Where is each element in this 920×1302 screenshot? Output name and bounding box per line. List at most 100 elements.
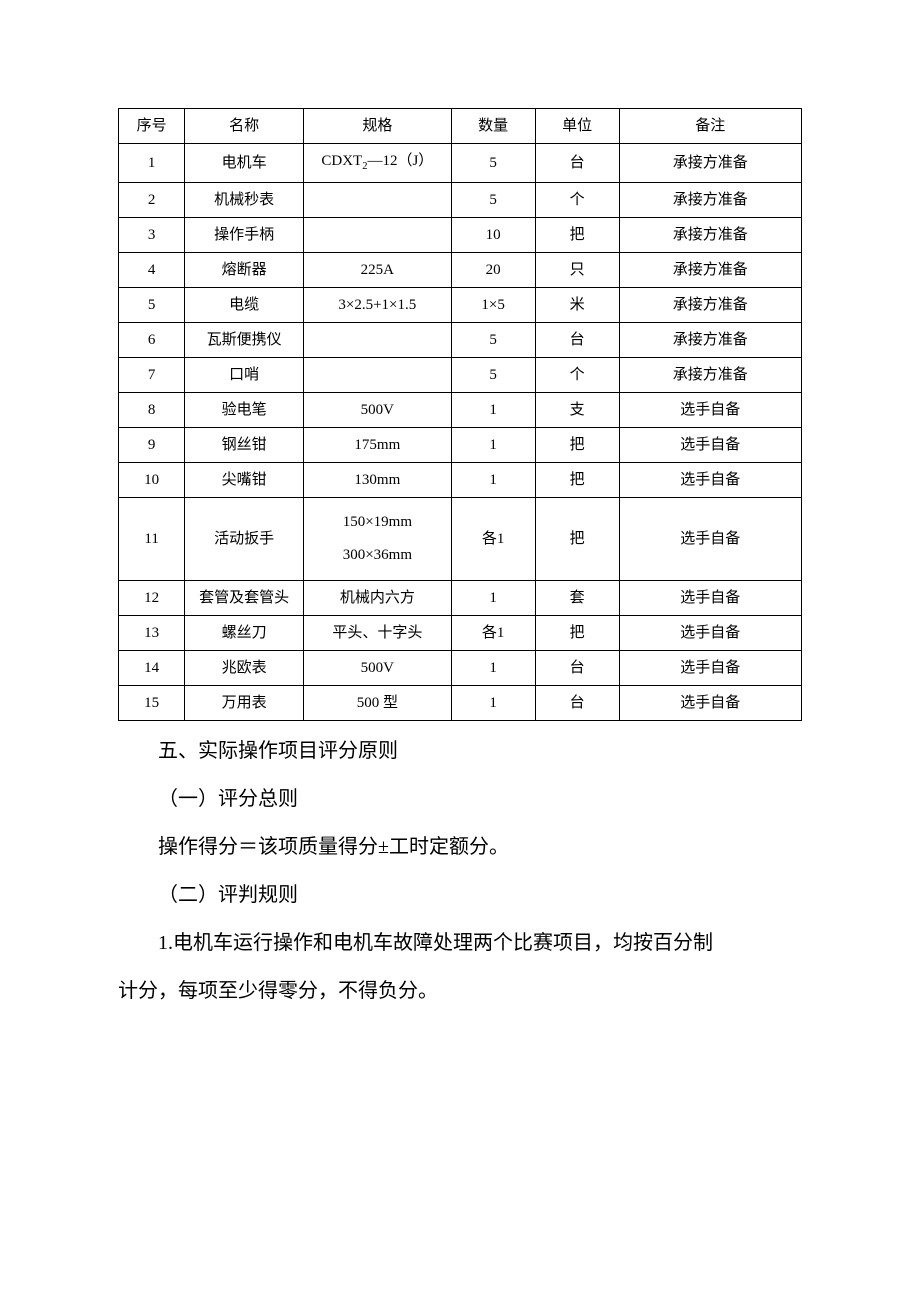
- table-row: 5电缆3×2.5+1×1.51×5米承接方准备: [119, 287, 802, 322]
- table-cell: 米: [535, 287, 619, 322]
- col-header-qty: 数量: [451, 109, 535, 144]
- table-cell: 承接方准备: [619, 217, 801, 252]
- table-cell: [304, 357, 452, 392]
- table-cell: 活动扳手: [185, 497, 304, 580]
- rule-1-line-1: 1.电机车运行操作和电机车故障处理两个比赛项目，均按百分制: [118, 919, 802, 967]
- table-cell: 选手自备: [619, 392, 801, 427]
- table-cell: 钢丝钳: [185, 427, 304, 462]
- table-row: 6瓦斯便携仪 5台承接方准备: [119, 322, 802, 357]
- table-cell: 万用表: [185, 685, 304, 720]
- table-cell: 选手自备: [619, 497, 801, 580]
- table-row: 8验电笔500V1支选手自备: [119, 392, 802, 427]
- table-cell: 5: [119, 287, 185, 322]
- table-header-row: 序号 名称 规格 数量 单位 备注: [119, 109, 802, 144]
- table-cell: 500V: [304, 650, 452, 685]
- table-cell: 12: [119, 580, 185, 615]
- table-cell: 支: [535, 392, 619, 427]
- table-cell: 1: [451, 580, 535, 615]
- table-cell: 把: [535, 462, 619, 497]
- table-cell: 机械内六方: [304, 580, 452, 615]
- table-cell: [304, 217, 452, 252]
- table-cell: 5: [451, 144, 535, 183]
- table-cell: 选手自备: [619, 427, 801, 462]
- table-cell: 口哨: [185, 357, 304, 392]
- table-cell: 选手自备: [619, 580, 801, 615]
- table-cell: 7: [119, 357, 185, 392]
- table-cell: 尖嘴钳: [185, 462, 304, 497]
- subheading-2: （二）评判规则: [118, 871, 802, 919]
- table-row: 1电机车CDXT2—12（J）5台承接方准备: [119, 144, 802, 183]
- table-cell: 15: [119, 685, 185, 720]
- table-cell: 把: [535, 497, 619, 580]
- table-cell: 1: [119, 144, 185, 183]
- table-cell: 5: [451, 322, 535, 357]
- table-cell: 500 型: [304, 685, 452, 720]
- table-cell: 电缆: [185, 287, 304, 322]
- table-cell: 个: [535, 357, 619, 392]
- table-cell: 225A: [304, 252, 452, 287]
- table-cell: 1×5: [451, 287, 535, 322]
- table-cell: [304, 182, 452, 217]
- table-cell: 套: [535, 580, 619, 615]
- table-row: 15万用表500 型1台选手自备: [119, 685, 802, 720]
- table-cell: 选手自备: [619, 615, 801, 650]
- table-row: 11活动扳手150×19mm 300×36mm各1把选手自备: [119, 497, 802, 580]
- table-cell: 175mm: [304, 427, 452, 462]
- table-row: 13螺丝刀平头、十字头各1把选手自备: [119, 615, 802, 650]
- col-header-name: 名称: [185, 109, 304, 144]
- table-cell: 130mm: [304, 462, 452, 497]
- prose-section: 五、实际操作项目评分原则 （一）评分总则 操作得分＝该项质量得分±工时定额分。 …: [118, 727, 802, 1015]
- table-cell: 承接方准备: [619, 287, 801, 322]
- table-cell: 3: [119, 217, 185, 252]
- table-cell: 台: [535, 650, 619, 685]
- table-cell: 把: [535, 217, 619, 252]
- col-header-unit: 单位: [535, 109, 619, 144]
- table-cell: 承接方准备: [619, 357, 801, 392]
- table-cell: 兆欧表: [185, 650, 304, 685]
- table-cell: 6: [119, 322, 185, 357]
- table-cell: 4: [119, 252, 185, 287]
- table-cell: 1: [451, 685, 535, 720]
- table-cell: 把: [535, 615, 619, 650]
- table-cell: 选手自备: [619, 685, 801, 720]
- col-header-note: 备注: [619, 109, 801, 144]
- table-row: 7口哨 5个承接方准备: [119, 357, 802, 392]
- table-cell: 套管及套管头: [185, 580, 304, 615]
- table-cell: 把: [535, 427, 619, 462]
- heading-5: 五、实际操作项目评分原则: [118, 727, 802, 775]
- table-cell: 500V: [304, 392, 452, 427]
- table-cell: 只: [535, 252, 619, 287]
- table-row: 9钢丝钳175mm1把选手自备: [119, 427, 802, 462]
- table-cell: 机械秒表: [185, 182, 304, 217]
- col-header-spec: 规格: [304, 109, 452, 144]
- table-cell: 20: [451, 252, 535, 287]
- table-row: 14兆欧表500V1台选手自备: [119, 650, 802, 685]
- table-row: 2机械秒表5个承接方准备: [119, 182, 802, 217]
- table-cell: 1: [451, 392, 535, 427]
- table-cell: 熔断器: [185, 252, 304, 287]
- table-cell: 承接方准备: [619, 182, 801, 217]
- table-cell: 电机车: [185, 144, 304, 183]
- table-row: 4熔断器225A20只承接方准备: [119, 252, 802, 287]
- table-cell: 台: [535, 144, 619, 183]
- table-cell: 承接方准备: [619, 322, 801, 357]
- table-cell: 5: [451, 357, 535, 392]
- table-body: 1电机车CDXT2—12（J）5台承接方准备2机械秒表5个承接方准备3操作手柄1…: [119, 144, 802, 721]
- table-cell: 13: [119, 615, 185, 650]
- table-cell: [304, 322, 452, 357]
- table-cell: 台: [535, 322, 619, 357]
- table-cell: 1: [451, 650, 535, 685]
- table-cell: 承接方准备: [619, 252, 801, 287]
- table-cell: 8: [119, 392, 185, 427]
- table-cell: CDXT2—12（J）: [304, 144, 452, 183]
- table-cell: 验电笔: [185, 392, 304, 427]
- table-cell: 瓦斯便携仪: [185, 322, 304, 357]
- table-cell: 各1: [451, 615, 535, 650]
- table-cell: 各1: [451, 497, 535, 580]
- table-cell: 承接方准备: [619, 144, 801, 183]
- table-cell: 操作手柄: [185, 217, 304, 252]
- table-row: 10尖嘴钳130mm1把选手自备: [119, 462, 802, 497]
- table-cell: 1: [451, 427, 535, 462]
- table-cell: 5: [451, 182, 535, 217]
- rule-1-line-2: 计分，每项至少得零分，不得负分。: [118, 967, 802, 1015]
